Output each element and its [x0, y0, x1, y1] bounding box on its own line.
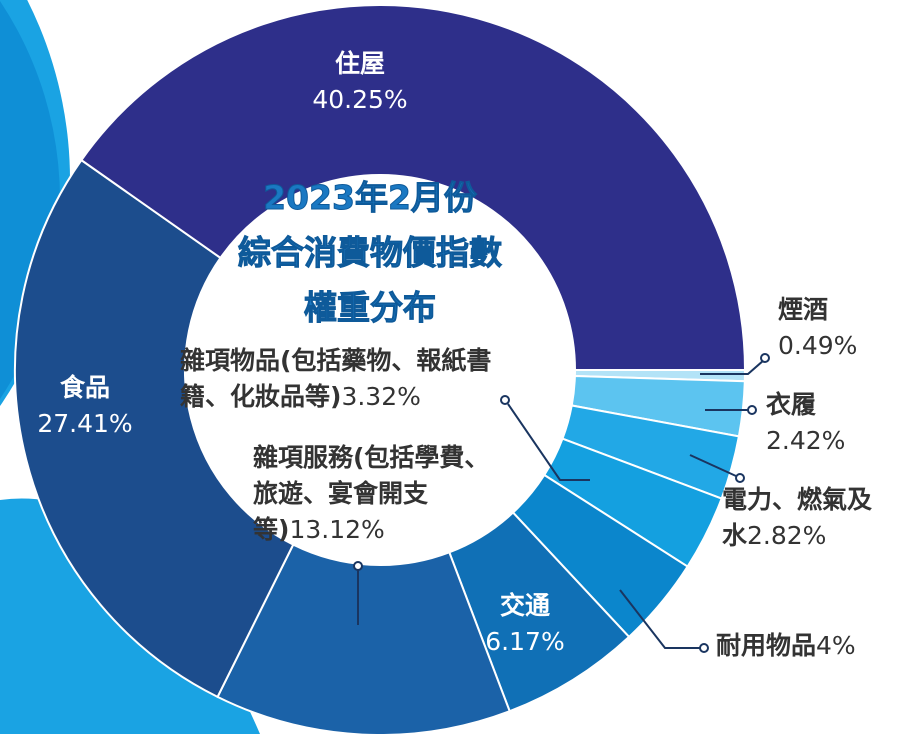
value-label: 13.12% [289, 515, 385, 544]
slice-label: 電力、燃氣及水2.82% [722, 482, 892, 554]
category-name: 耐用物品 [716, 631, 817, 660]
donut-slice [216, 543, 511, 734]
value-label: 27.41% [37, 409, 133, 438]
value-label: 6.17% [485, 627, 565, 656]
category-name: 雜項服務(包括學費、旅遊、宴會開支等) [253, 443, 490, 544]
title-line: 2023年2月份 [263, 178, 478, 218]
slice-label: 雜項物品(包括藥物、報紙書籍、化妝品等)3.32% [180, 343, 530, 415]
value-label: 0.49% [778, 331, 858, 360]
category-name: 衣履 [766, 390, 817, 419]
value-label: 40.25% [312, 85, 408, 114]
category-name: 電力、燃氣及水 [722, 485, 873, 550]
value-label: 3.32% [341, 382, 421, 411]
chart-title: 2023年2月份 綜合消費物價指數 權重分布 [190, 170, 550, 335]
slice-label: 煙酒 0.49% [778, 292, 857, 364]
category-name: 雜項物品(包括藥物、報紙書籍、化妝品等) [180, 346, 492, 411]
category-name: 食品 [59, 373, 110, 402]
category-name: 交通 [499, 591, 550, 620]
slice-label: 交通 6.17% [470, 588, 580, 660]
slice-label: 食品 27.41% [20, 370, 150, 442]
slice-label: 耐用物品4% [716, 628, 856, 664]
donut-slice [79, 4, 747, 371]
title-line: 綜合消費物價指數 [238, 233, 503, 273]
value-label: 2.42% [766, 426, 846, 455]
value-label: 2.82% [747, 521, 827, 550]
value-label: 4% [816, 631, 856, 660]
category-name: 煙酒 [778, 295, 829, 324]
slice-label: 衣履 2.42% [766, 387, 845, 459]
slice-label: 住屋 40.25% [290, 46, 430, 118]
category-name: 住屋 [334, 49, 385, 78]
callouts [353, 353, 770, 653]
slice-label: 雜項服務(包括學費、旅遊、宴會開支等)13.12% [253, 440, 493, 548]
title-line: 權重分布 [304, 288, 437, 328]
donut-slice [14, 158, 295, 699]
